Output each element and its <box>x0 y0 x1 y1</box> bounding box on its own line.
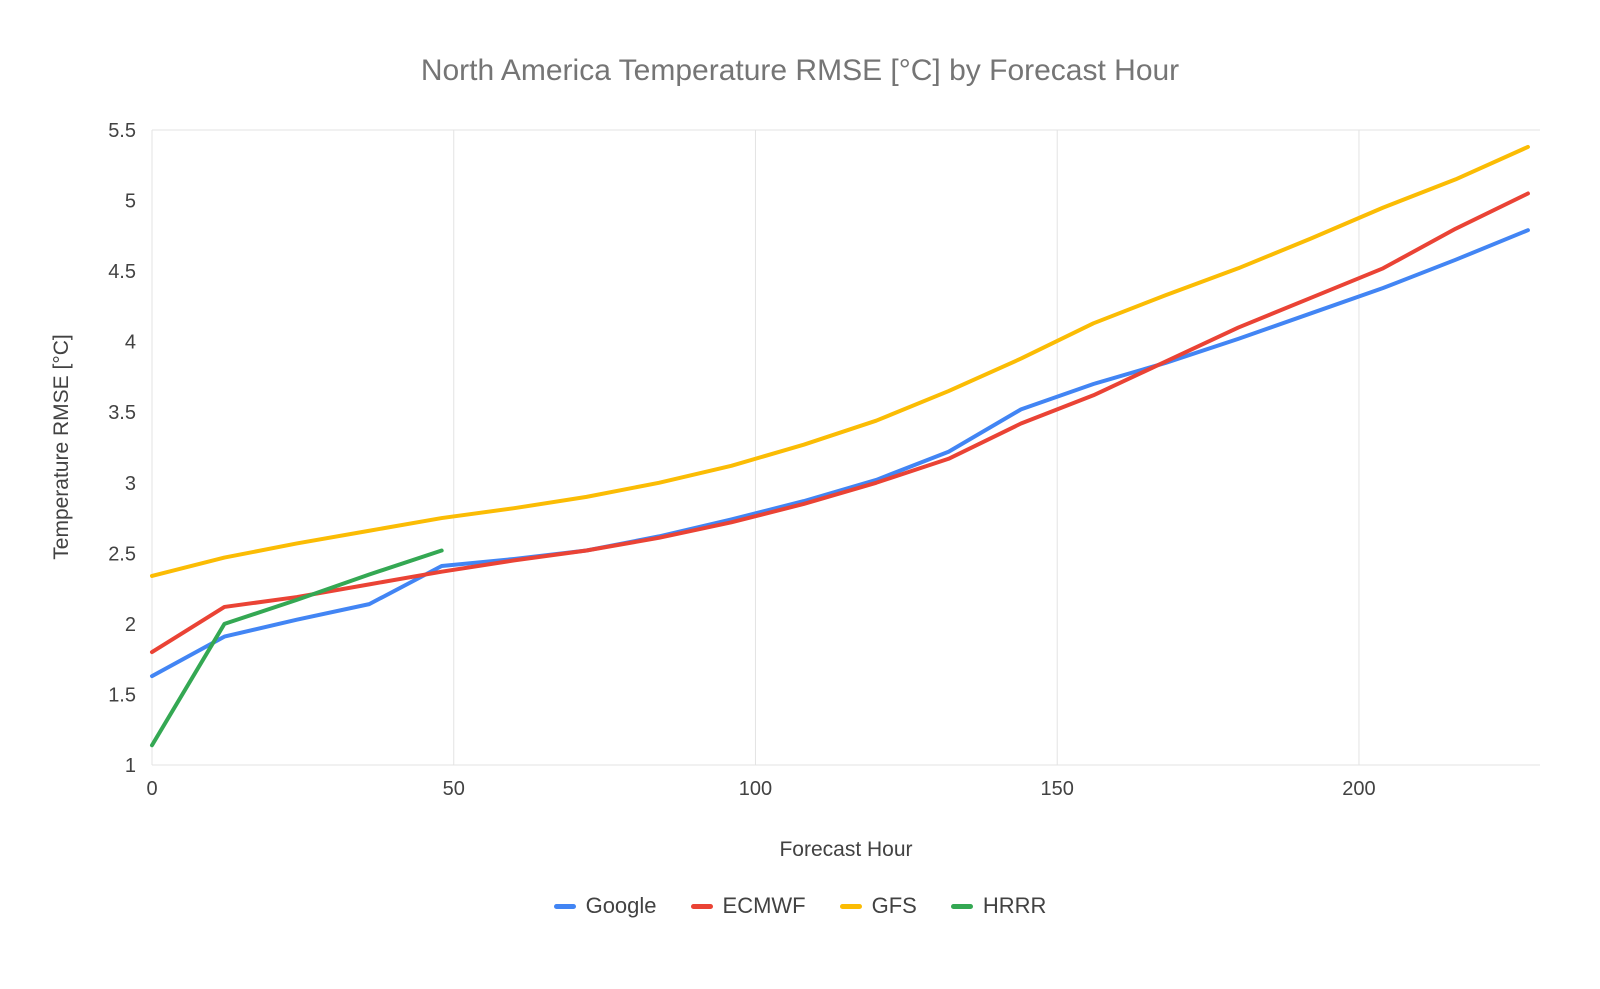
x-tick-label: 150 <box>1041 778 1074 800</box>
legend-item-hrrr: HRRR <box>950 893 1047 919</box>
y-tick-label: 2 <box>125 614 136 636</box>
legend-swatch-hrrr <box>950 903 973 909</box>
x-tick-label: 100 <box>739 778 772 800</box>
y-tick-label: 3 <box>125 473 136 495</box>
legend: Google ECMWF GFS HRRR <box>0 893 1600 919</box>
series-line-google <box>150 228 1530 679</box>
x-tick-label: 50 <box>443 778 465 800</box>
line-chart-plot-area: 0 50 100 150 200 1 1.5 2 2.5 3 3.5 4 4.5 5 5.5 <box>108 120 1540 800</box>
legend-label: Google <box>585 893 657 918</box>
y-tick-label: 5.5 <box>108 120 136 142</box>
legend-swatch-google <box>553 903 576 909</box>
y-tick-label: 1 <box>125 755 136 777</box>
series-line-ecmwf <box>150 191 1530 655</box>
x-tick-label: 0 <box>146 778 157 800</box>
legend-item-ecmwf: ECMWF <box>690 893 806 919</box>
legend-label: HRRR <box>982 893 1047 918</box>
legend-label: GFS <box>871 893 917 918</box>
y-axis-ticks: 1 1.5 2 2.5 3 3.5 4 4.5 5 5.5 <box>108 120 136 777</box>
legend-swatch-gfs <box>839 903 862 909</box>
x-tick-label: 200 <box>1342 778 1375 800</box>
y-tick-label: 4.5 <box>108 261 136 283</box>
legend-item-google: Google <box>553 893 657 919</box>
y-axis-title: Temperature RMSE [°C] <box>50 334 73 560</box>
series-line-hrrr <box>150 548 444 748</box>
y-tick-label: 1.5 <box>108 684 136 706</box>
x-axis-title: Forecast Hour <box>779 838 913 861</box>
y-tick-label: 5 <box>125 191 136 213</box>
y-tick-label: 4 <box>125 332 136 354</box>
legend-item-gfs: GFS <box>839 893 917 919</box>
legend-swatch-ecmwf <box>690 903 713 909</box>
y-tick-label: 3.5 <box>108 402 136 424</box>
y-tick-label: 2.5 <box>108 543 136 565</box>
chart-title: North America Temperature RMSE [°C] by F… <box>420 54 1180 87</box>
x-axis-ticks: 0 50 100 150 200 <box>146 130 1376 800</box>
series-line-gfs <box>150 144 1530 578</box>
legend-label: ECMWF <box>722 893 806 918</box>
